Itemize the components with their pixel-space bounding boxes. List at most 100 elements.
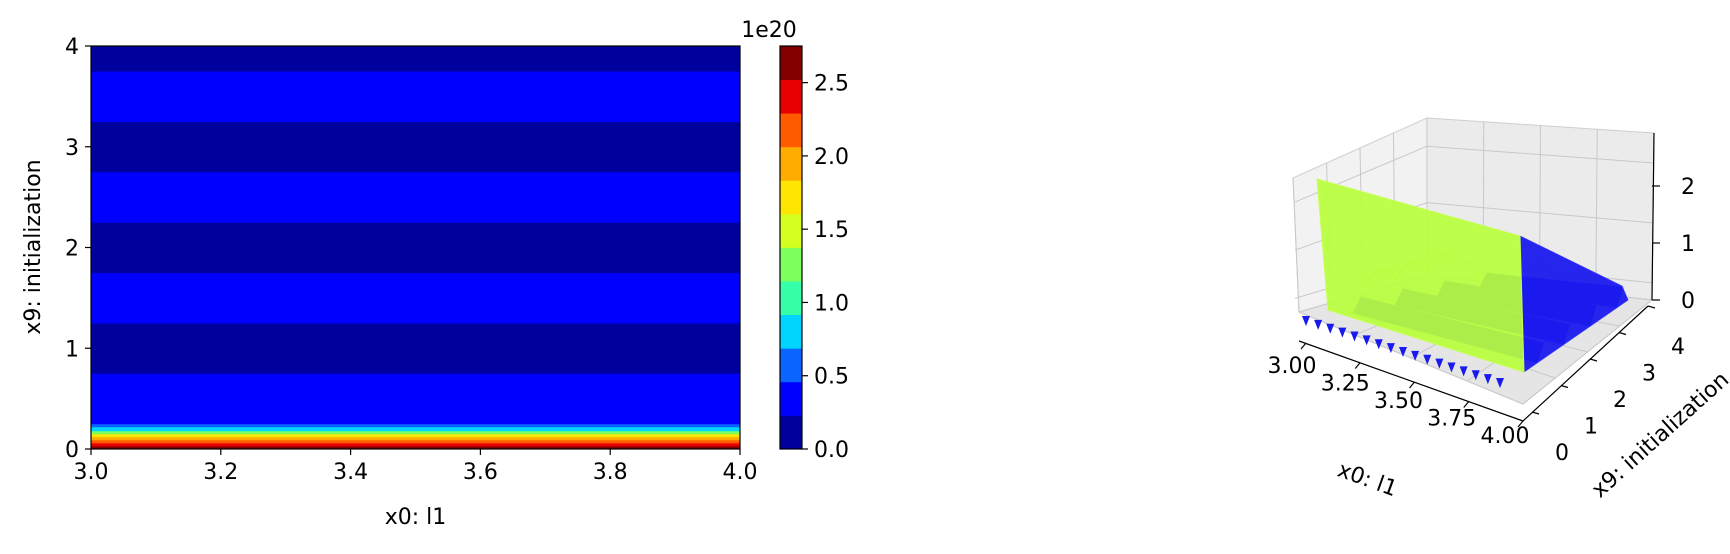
surface-grid-line xyxy=(1294,145,1654,203)
contour-band-11 xyxy=(91,222,740,274)
surface-y-tick-mark xyxy=(1589,358,1598,362)
contour-x-tick-label: 3.6 xyxy=(463,460,498,485)
surface-spike xyxy=(1399,347,1407,357)
surface-spike xyxy=(1326,323,1335,334)
colorbar-swatch-3 xyxy=(780,314,802,349)
surface-y-tick-label: 3 xyxy=(1642,362,1656,387)
colorbar-swatch-2 xyxy=(780,348,802,383)
surface-spike xyxy=(1483,374,1492,385)
contour-x-tick-label: 3.8 xyxy=(593,460,628,485)
contour-band-5 xyxy=(91,430,740,435)
colorbar-swatch-5 xyxy=(780,247,802,282)
colorbar-swatch-7 xyxy=(780,180,802,215)
contour-x-ticks: 3.0 3.2 3.4 3.6 3.8 4.0 xyxy=(74,449,758,485)
contour-bands xyxy=(91,46,740,450)
surface-grid-line xyxy=(1292,177,1300,313)
surface-x-axis-line xyxy=(1298,340,1524,422)
surface-x-tick-mark xyxy=(1409,381,1415,389)
colorbar-tick-label: 2.0 xyxy=(814,145,849,170)
surface-grid-line xyxy=(1595,129,1598,294)
contour-band-7 xyxy=(91,423,740,428)
contour-band-1 xyxy=(91,442,740,447)
contour-band-12 xyxy=(91,171,740,223)
surface-edge-spikes xyxy=(1302,316,1504,388)
contour-band-2 xyxy=(91,439,740,444)
contour-band-13 xyxy=(91,121,740,173)
surface-x-tick-mark xyxy=(1463,401,1470,408)
surface-spike xyxy=(1338,327,1347,338)
contour-band-8 xyxy=(91,373,740,425)
surface-spike xyxy=(1447,362,1456,373)
colorbar: 0.0 0.5 1.0 1.5 2.0 2.5 1e20 xyxy=(741,18,849,463)
surface-y-tick-mark xyxy=(1618,331,1627,336)
surface-spike xyxy=(1374,339,1383,350)
surface-spike xyxy=(1459,366,1468,377)
colorbar-ticks: 0.0 0.5 1.0 1.5 2.0 2.5 xyxy=(802,72,849,463)
contour-y-tick-label: 3 xyxy=(65,136,79,161)
colorbar-offset-label: 1e20 xyxy=(741,18,797,43)
colorbar-swatch-4 xyxy=(780,281,802,316)
surface-y-tick-mark xyxy=(1560,384,1569,389)
surface-spike xyxy=(1314,319,1323,330)
surface-spike xyxy=(1471,370,1480,381)
colorbar-swatch-8 xyxy=(780,146,802,181)
contour-band-14 xyxy=(91,71,740,122)
colorbar-tick-label: 0.0 xyxy=(814,438,849,463)
colorbar-swatch-9 xyxy=(780,113,802,148)
surface-x-tick-label: 3.50 xyxy=(1374,389,1423,414)
surface-spike xyxy=(1350,331,1359,342)
contour-x-tick-label: 3.0 xyxy=(74,460,109,485)
surface-x-label: x0: l1 xyxy=(1334,458,1400,503)
colorbar-swatch-11 xyxy=(780,46,802,80)
colorbar-swatch-0 xyxy=(780,415,802,450)
contour-plot: 3.0 3.2 3.4 3.6 3.8 4.0 0 1 2 3 4 x0: l1 x9: init… xyxy=(21,35,758,530)
colorbar-tick-label: 1.0 xyxy=(814,291,849,316)
surface-y-tick-label: 1 xyxy=(1584,415,1598,440)
contour-x-label: x0: l1 xyxy=(385,505,447,530)
colorbar-tick-label: 0.5 xyxy=(814,365,849,390)
surface-y-tick-mark xyxy=(1647,305,1656,309)
surface-spike xyxy=(1496,378,1504,388)
surface-z-tick-label: 1 xyxy=(1681,232,1695,257)
surface-x-tick-label: 3.00 xyxy=(1268,354,1317,379)
surface-y-tick-label: 2 xyxy=(1613,388,1627,413)
contour-y-tick-label: 2 xyxy=(65,237,79,262)
surface-grid-line xyxy=(1522,299,1653,405)
surface-spike xyxy=(1411,350,1420,361)
contour-band-3 xyxy=(91,436,740,441)
colorbar-swatch-1 xyxy=(780,381,802,416)
surface-x-tick-mark xyxy=(1300,342,1307,350)
surface-x-tick-label: 3.25 xyxy=(1321,372,1370,397)
colorbar-bands xyxy=(780,46,802,450)
colorbar-swatch-10 xyxy=(780,79,802,114)
surface-y-tick-label: 4 xyxy=(1671,335,1685,360)
surface-spike xyxy=(1302,316,1310,326)
surface-x-tick-mark xyxy=(1517,420,1524,428)
surface-x-tick-label: 3.75 xyxy=(1427,407,1476,432)
contour-y-label: x9: initialization xyxy=(21,159,46,334)
contour-band-6 xyxy=(91,426,740,432)
contour-y-tick-label: 1 xyxy=(65,337,79,362)
colorbar-tick-label: 1.5 xyxy=(814,218,849,243)
colorbar-frame xyxy=(779,45,803,450)
contour-band-10 xyxy=(91,272,740,324)
surface-spike xyxy=(1362,335,1371,346)
contour-y-tick-label: 0 xyxy=(65,438,79,463)
contour-band-0 xyxy=(91,445,740,450)
surface-z-tick-label: 2 xyxy=(1681,175,1695,200)
surface-y-tick-mark xyxy=(1531,411,1540,415)
surface-y-tick-label: 0 xyxy=(1555,441,1569,466)
contour-x-tick-label: 3.2 xyxy=(203,460,238,485)
surface-x-tick-mark xyxy=(1354,362,1361,369)
contour-y-tick-label: 4 xyxy=(65,35,79,60)
surface-spike xyxy=(1423,354,1432,365)
surface-spike xyxy=(1386,343,1395,354)
contour-y-ticks: 0 1 2 3 4 xyxy=(65,35,91,463)
contour-x-tick-label: 3.4 xyxy=(333,460,368,485)
surface-spike xyxy=(1435,358,1444,369)
surface-z-tick-label: 0 xyxy=(1681,289,1695,314)
